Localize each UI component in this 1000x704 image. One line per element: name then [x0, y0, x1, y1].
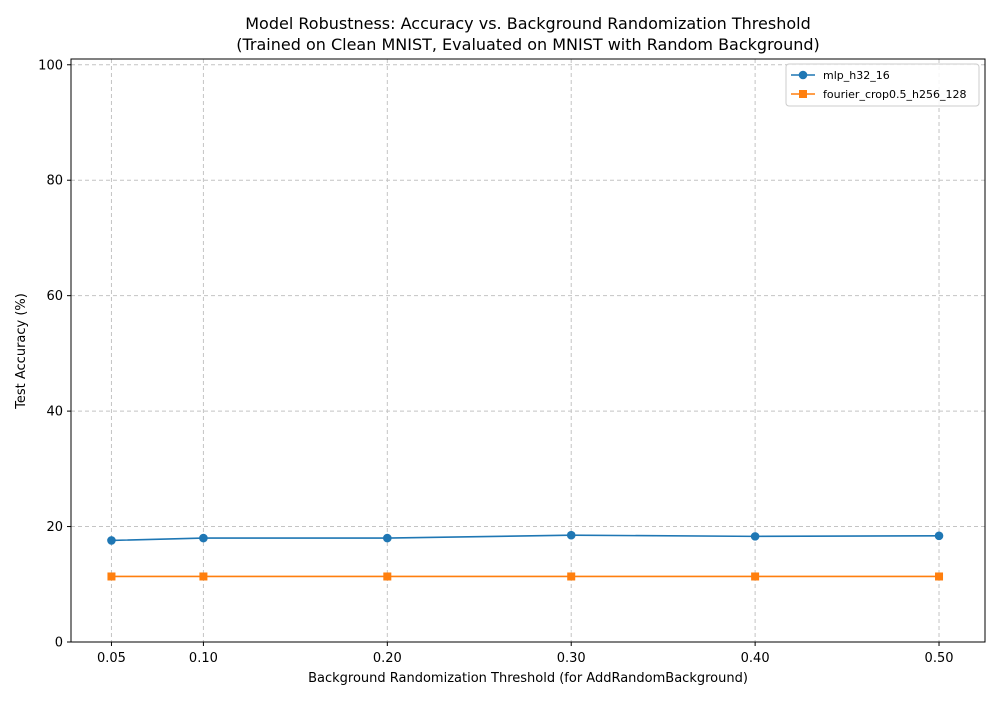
axes-frame — [70, 58, 986, 643]
data-point — [107, 536, 116, 545]
chart-subtitle: (Trained on Clean MNIST, Evaluated on MN… — [236, 35, 820, 54]
data-point — [750, 532, 760, 541]
y-tick-label: 20 — [46, 520, 63, 535]
data-point — [383, 533, 392, 543]
legend-label: fourier_crop0.5_h256_128 — [823, 88, 966, 101]
plot-frame — [70, 58, 986, 643]
chart-title: Model Robustness: Accuracy vs. Backgroun… — [245, 14, 810, 33]
x-tick-label: 0.40 — [741, 651, 770, 666]
series-mlp_h32_16 — [107, 530, 944, 545]
x-axis-label: Background Randomization Threshold (for … — [308, 671, 748, 686]
data-point — [107, 572, 116, 581]
legend-label: mlp_h32_16 — [823, 69, 890, 82]
data-point — [199, 533, 208, 543]
data-point — [935, 572, 944, 581]
x-tick-label: 0.50 — [925, 651, 954, 666]
y-tick-label: 60 — [46, 289, 63, 304]
y-axis-ticks: 0 20 40 60 80 100 — [38, 58, 71, 651]
data-point — [566, 530, 576, 540]
legend: mlp_h32_16 fourier_crop0.5_h256_128 — [785, 63, 980, 107]
legend-entry: mlp_h32_16 — [791, 69, 890, 82]
legend-entry: fourier_crop0.5_h256_128 — [791, 88, 966, 101]
x-tick-label: 0.30 — [557, 651, 586, 666]
legend-marker — [799, 90, 807, 98]
x-axis-ticks: 0.05 0.10 0.20 0.30 0.40 0.50 — [97, 642, 954, 666]
data-point — [383, 572, 392, 581]
series-line — [111, 534, 940, 542]
x-tick-label: 0.10 — [189, 651, 218, 666]
data-point — [751, 572, 760, 581]
y-tick-label: 100 — [38, 58, 63, 73]
data-series — [107, 530, 944, 581]
legend-marker — [798, 70, 808, 80]
legend-box — [785, 63, 980, 107]
y-tick-label: 0 — [55, 636, 63, 651]
data-point — [567, 572, 576, 581]
x-tick-label: 0.20 — [373, 651, 402, 666]
y-axis-label: Test Accuracy (%) — [14, 293, 29, 410]
y-tick-label: 80 — [46, 174, 63, 189]
data-point — [199, 572, 208, 581]
x-tick-label: 0.05 — [97, 651, 126, 666]
y-tick-label: 40 — [46, 405, 63, 420]
data-point — [934, 531, 944, 541]
series-fourier_crop0.5_h256_128 — [107, 572, 944, 581]
